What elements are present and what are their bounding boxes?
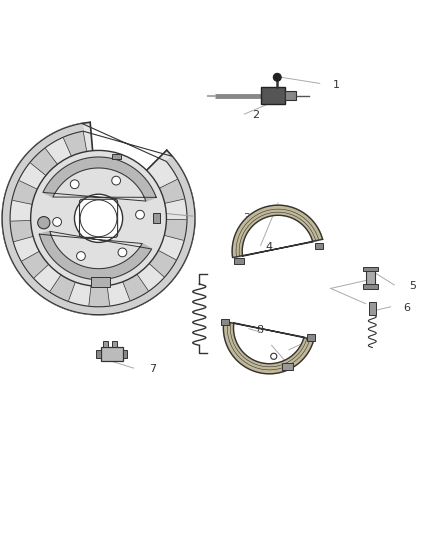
Wedge shape	[2, 220, 67, 244]
Text: 6: 6	[403, 303, 410, 313]
Bar	[153, 213, 160, 223]
Text: 1: 1	[333, 80, 340, 90]
Bar	[221, 319, 229, 325]
Text: 8: 8	[256, 325, 263, 335]
Wedge shape	[14, 235, 74, 284]
Text: 2: 2	[252, 110, 259, 120]
Polygon shape	[43, 157, 156, 201]
Bar	[369, 302, 376, 314]
Text: 3: 3	[243, 213, 250, 223]
Polygon shape	[232, 205, 322, 257]
Bar	[261, 87, 285, 104]
Circle shape	[74, 194, 123, 243]
Bar	[96, 350, 101, 359]
Bar	[112, 154, 121, 159]
Bar	[363, 266, 378, 271]
Bar	[123, 350, 127, 359]
Circle shape	[136, 211, 145, 219]
Circle shape	[38, 216, 50, 229]
Wedge shape	[4, 177, 69, 212]
Text: 5: 5	[410, 281, 417, 291]
Wedge shape	[110, 245, 153, 308]
Polygon shape	[39, 231, 152, 280]
Bar	[285, 91, 296, 100]
Bar	[366, 268, 375, 286]
Bar	[307, 334, 315, 341]
Circle shape	[53, 217, 61, 227]
Bar	[315, 243, 323, 249]
Polygon shape	[2, 124, 195, 314]
Wedge shape	[88, 251, 111, 314]
Wedge shape	[123, 234, 184, 282]
Bar	[112, 342, 117, 346]
Wedge shape	[60, 124, 93, 188]
Bar	[234, 258, 244, 264]
Polygon shape	[223, 321, 314, 374]
Bar	[91, 277, 110, 287]
Polygon shape	[2, 123, 195, 314]
Wedge shape	[24, 142, 79, 198]
Circle shape	[31, 150, 166, 286]
Bar	[363, 285, 378, 289]
Circle shape	[77, 252, 85, 261]
Wedge shape	[131, 219, 195, 243]
Wedge shape	[128, 175, 193, 211]
Text: 7: 7	[149, 365, 156, 374]
Bar	[101, 346, 123, 361]
Bar	[282, 363, 293, 370]
Bar	[103, 342, 108, 346]
Text: 4: 4	[265, 242, 272, 252]
Circle shape	[112, 176, 120, 185]
Circle shape	[118, 248, 127, 257]
Circle shape	[71, 180, 79, 189]
Circle shape	[273, 74, 281, 81]
Wedge shape	[45, 246, 87, 309]
